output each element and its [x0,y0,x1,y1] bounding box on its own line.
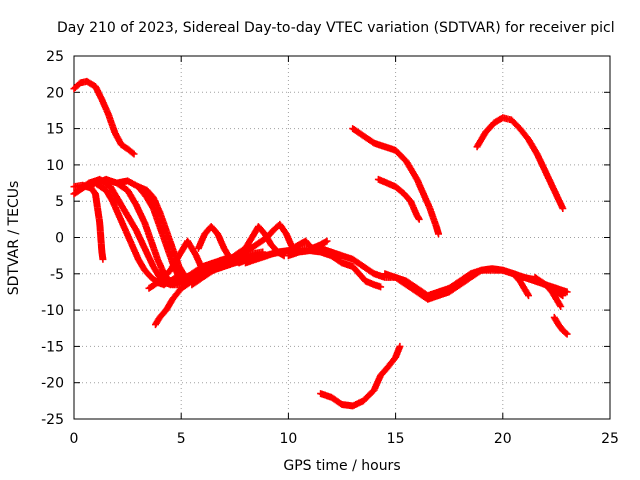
data-point-markers [531,273,565,310]
series-arc-17 [381,265,532,300]
data-point-markers [381,265,532,300]
y-tick-label: 25 [46,49,64,65]
y-tick-label: 10 [46,158,64,174]
data-point-markers [473,114,567,212]
data-point-markers [374,175,423,223]
data-point-markers [70,77,138,158]
chart-title: Day 210 of 2023, Sidereal Day-to-day VTE… [57,20,615,36]
data-point-markers [317,342,404,410]
x-tick-label: 25 [601,431,619,447]
y-tick-label: -5 [50,267,64,283]
y-tick-label: 20 [46,85,64,101]
data-series [70,77,571,410]
y-tick-label: 15 [46,122,64,138]
y-tick-label: -15 [41,339,64,355]
series-arc-15 [349,125,442,238]
y-tick-label: 5 [55,194,64,210]
series-arc-14 [284,247,385,291]
data-point-markers [284,247,385,291]
series-arc-18 [473,114,567,212]
x-axis-label: GPS time / hours [283,458,400,474]
axis-ticks [73,55,611,420]
series-arc-1 [70,77,138,158]
grid [74,56,610,419]
y-tick-label: -25 [41,412,64,428]
series-arc-16 [374,175,423,223]
y-tick-label: 0 [55,231,64,247]
x-tick-labels: 0 5 10 15 20 25 [70,431,619,447]
series-arc-21 [550,313,571,338]
x-tick-label: 5 [177,431,186,447]
y-tick-label: -10 [41,303,64,319]
x-tick-label: 10 [279,431,297,447]
y-axis-label: SDTVAR / TECUs [6,181,22,296]
series-arc-20 [531,273,565,310]
x-tick-label: 0 [70,431,79,447]
y-tick-labels: -25 -20 -15 -10 -5 0 5 10 15 20 25 [41,49,64,428]
data-point-markers [550,313,571,338]
y-tick-label: -20 [41,376,64,392]
series-arc-22 [317,342,404,410]
x-tick-label: 20 [494,431,512,447]
data-point-markers [349,125,442,238]
x-tick-label: 15 [387,431,405,447]
